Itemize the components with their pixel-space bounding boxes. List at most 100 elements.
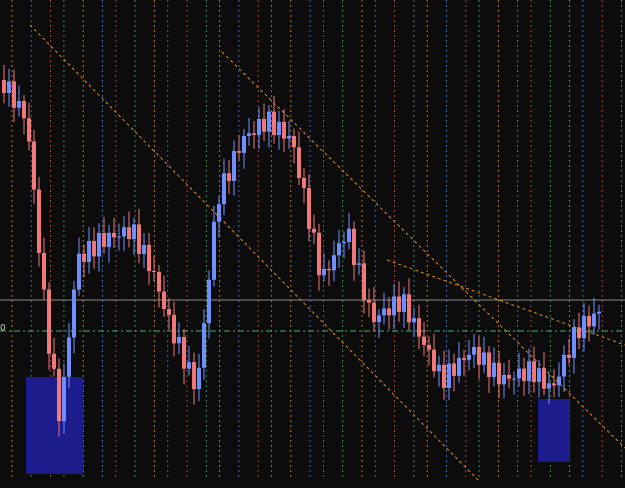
candle-body	[2, 80, 6, 94]
candle-body	[127, 227, 131, 240]
candle-body	[317, 232, 321, 276]
candle-body	[52, 353, 56, 369]
candle-body	[427, 344, 431, 350]
candle-body	[12, 81, 16, 108]
candle-body	[272, 111, 276, 136]
candle-body	[337, 243, 341, 256]
session-lines	[11, 0, 622, 480]
candle-body	[572, 327, 576, 358]
candle-body	[352, 228, 356, 265]
candle-body	[342, 241, 346, 244]
candle-body	[132, 224, 136, 240]
candle-body	[42, 252, 46, 290]
candle-body	[327, 268, 331, 271]
candle-body	[7, 81, 11, 94]
candle-body	[22, 101, 26, 119]
candle-body	[362, 263, 366, 300]
candle-body	[212, 221, 216, 280]
candle-body	[57, 368, 61, 422]
candle-body	[417, 318, 421, 337]
candle-body	[117, 236, 121, 238]
candle-body	[547, 383, 551, 389]
candle-body	[157, 271, 161, 292]
candle-body	[462, 357, 466, 360]
candle-body	[392, 296, 396, 316]
candle-body	[197, 367, 201, 390]
candle-body	[532, 361, 536, 382]
candle-body	[202, 323, 206, 368]
trend-line	[29, 24, 481, 483]
candle-body	[47, 289, 51, 354]
candle-body	[387, 308, 391, 316]
candle-body	[347, 228, 351, 242]
candle-body	[262, 119, 266, 132]
candle-body	[492, 362, 496, 377]
candle-body	[527, 361, 531, 381]
candle-body	[517, 368, 521, 379]
candle-body	[292, 135, 296, 148]
candle-body	[447, 363, 451, 388]
candle-body	[72, 289, 76, 338]
candle-body	[372, 302, 376, 323]
candle-body	[147, 244, 151, 271]
candle-body	[92, 241, 96, 257]
candle-body	[452, 363, 456, 376]
candle-body	[437, 364, 441, 372]
candle-body	[77, 253, 81, 290]
candle-body	[122, 227, 126, 237]
candle-body	[107, 232, 111, 247]
candle-body	[552, 383, 556, 386]
candle-body	[442, 364, 446, 388]
time-axis	[0, 480, 625, 488]
candle-body	[172, 314, 176, 344]
candle-body	[467, 354, 471, 360]
candle-body	[577, 327, 581, 339]
zone-box	[26, 377, 83, 474]
candle-body	[142, 244, 146, 254]
candle-body	[287, 135, 291, 139]
price-label: 0	[0, 324, 6, 334]
candle-body	[397, 296, 401, 312]
candle-body	[207, 279, 211, 324]
candle-body	[322, 268, 326, 276]
candle-body	[32, 141, 36, 190]
candle-body	[542, 368, 546, 389]
candle-body	[522, 368, 526, 381]
candle-body	[167, 308, 171, 315]
candle-body	[222, 173, 226, 205]
zone-box	[538, 399, 570, 462]
candle-body	[567, 354, 571, 358]
candle-body	[487, 352, 491, 377]
candle-body	[497, 362, 501, 385]
candle-body	[537, 368, 541, 382]
candle-body	[357, 263, 361, 265]
candle-body	[102, 233, 106, 247]
candle-body	[307, 188, 311, 229]
candle-body	[67, 337, 71, 377]
candle-body	[137, 224, 141, 254]
candle-body	[152, 270, 156, 272]
candle-body	[17, 101, 21, 108]
candle-body	[277, 121, 281, 136]
candles	[2, 64, 601, 437]
candle-body	[217, 204, 221, 222]
candle-body	[502, 374, 506, 385]
candle-body	[407, 294, 411, 323]
candle-body	[597, 311, 601, 314]
candle-body	[62, 376, 66, 422]
candle-body	[237, 150, 241, 153]
candle-body	[412, 318, 416, 323]
candle-body	[297, 147, 301, 178]
candle-body	[182, 336, 186, 369]
candle-body	[177, 336, 181, 344]
candle-body	[592, 313, 596, 327]
candle-body	[582, 315, 586, 339]
candle-body	[82, 253, 86, 262]
candle-body	[302, 177, 306, 189]
candle-body	[187, 362, 191, 369]
candle-body	[282, 121, 286, 139]
candle-body	[267, 111, 271, 132]
candle-body	[242, 135, 246, 153]
